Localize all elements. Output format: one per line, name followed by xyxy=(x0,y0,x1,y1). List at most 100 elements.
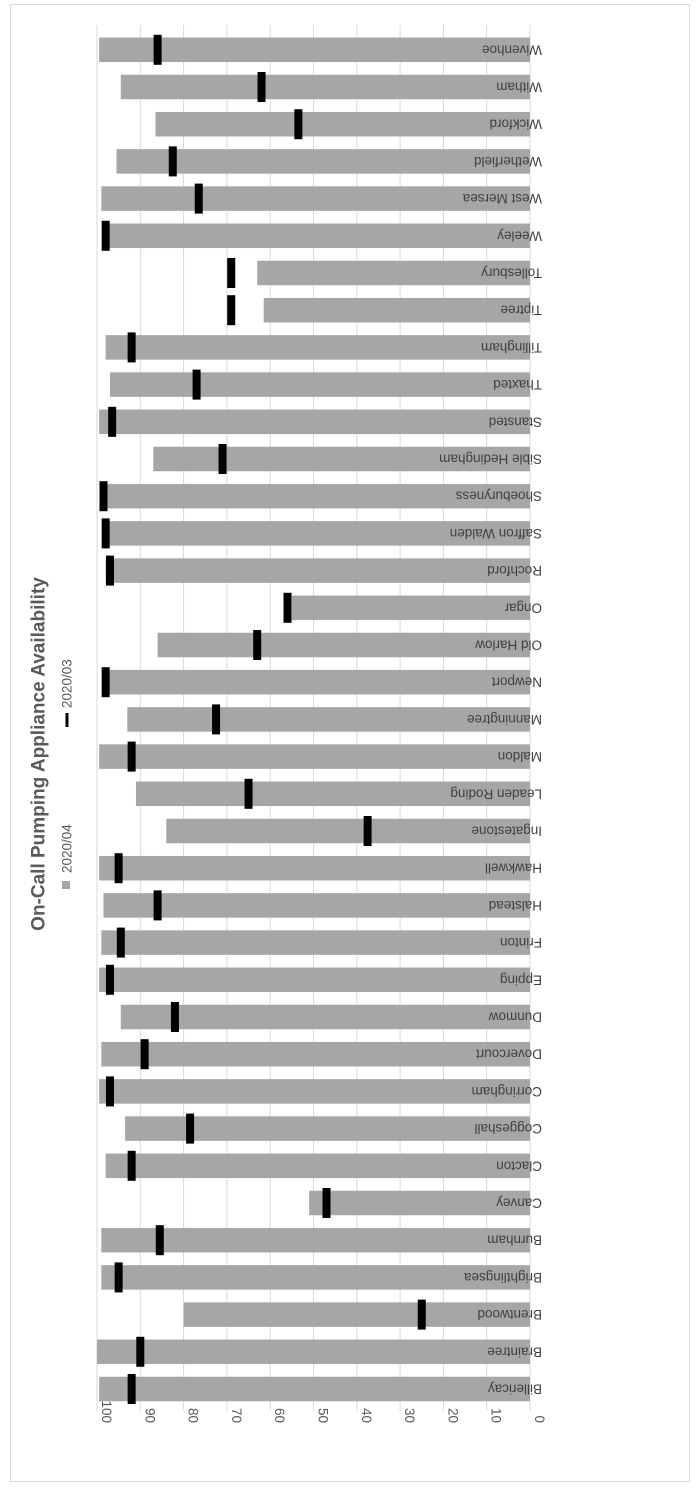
chart-frame: Billericay Braintree Brentwood Brightlingse… xyxy=(10,4,690,1482)
bar-2020-04 xyxy=(101,930,530,955)
bar-2020-04 xyxy=(101,1265,530,1290)
marker-2020-03 xyxy=(227,295,236,326)
marker-2020-03 xyxy=(99,481,108,512)
bar-2020-04 xyxy=(157,632,530,658)
marker-2020-03 xyxy=(101,220,110,251)
marker-2020-03 xyxy=(294,109,303,140)
marker-2020-03 xyxy=(136,1336,145,1367)
category-label: Burnham xyxy=(487,1233,542,1248)
marker-2020-03 xyxy=(105,1076,114,1107)
category-label: Canvey xyxy=(496,1196,542,1211)
marker-2020-03 xyxy=(218,444,227,474)
bar-2020-04 xyxy=(99,967,530,993)
tick-label: 50 xyxy=(316,1408,331,1423)
bar-2020-04 xyxy=(99,855,530,881)
bar-2020-04 xyxy=(183,1302,530,1327)
marker-2020-03 xyxy=(101,667,110,698)
bar-2020-04 xyxy=(109,372,531,397)
category-label: Manningtree xyxy=(467,712,542,727)
category-label: Wickford xyxy=(489,117,542,132)
bar-2020-04 xyxy=(103,483,531,509)
category-label: Rochford xyxy=(487,563,542,578)
category-label: Hawkwell xyxy=(485,861,542,876)
marker-2020-03 xyxy=(227,258,236,288)
category-label: Stansted xyxy=(489,414,542,429)
bar-2020-04 xyxy=(99,1079,530,1104)
category-label: Dovercourt xyxy=(476,1047,542,1062)
marker-2020-03 xyxy=(114,1262,123,1293)
bar-2020-04 xyxy=(120,74,530,100)
legend-swatch-2020-04 xyxy=(62,881,70,889)
tick-label: 40 xyxy=(359,1408,374,1423)
marker-2020-03 xyxy=(283,592,292,623)
category-label: Ingatestone xyxy=(471,824,542,839)
marker-2020-03 xyxy=(127,332,136,363)
category-label: Tiptree xyxy=(500,303,542,318)
category-label: Braintree xyxy=(487,1344,542,1359)
category-label: Dunmow xyxy=(488,1010,542,1025)
marker-2020-03 xyxy=(114,853,123,884)
category-label: Corringham xyxy=(471,1084,542,1099)
bar-2020-04 xyxy=(105,558,530,583)
tick-label: 10 xyxy=(489,1408,504,1423)
marker-2020-03 xyxy=(322,1188,331,1218)
marker-2020-03 xyxy=(170,1002,179,1032)
category-label: Witham xyxy=(496,80,542,95)
category-label: Weeley xyxy=(497,228,542,243)
category-label: Tollesbury xyxy=(481,266,542,281)
bar-2020-04 xyxy=(97,1339,530,1365)
legend-label-2020-04: 2020/04 xyxy=(60,824,75,873)
category-label: Leaden Roding xyxy=(450,786,542,801)
category-label: Epping xyxy=(500,972,542,987)
bar-2020-04 xyxy=(105,669,530,695)
marker-2020-03 xyxy=(192,369,201,400)
bar-2020-04 xyxy=(120,1004,530,1030)
category-label: Brightlingsea xyxy=(463,1270,542,1285)
bar-2020-04 xyxy=(99,409,530,435)
marker-2020-03 xyxy=(108,406,117,437)
marker-2020-03 xyxy=(105,555,114,586)
bar-2020-04 xyxy=(166,818,530,844)
bar-2020-04 xyxy=(99,744,530,769)
tick-label: 30 xyxy=(402,1408,417,1423)
marker-2020-03 xyxy=(212,704,221,735)
category-label: Wivenhoe xyxy=(482,42,542,57)
category-label: Tillingham xyxy=(481,340,542,355)
bar-2020-04 xyxy=(101,1227,530,1253)
category-label: Frinton xyxy=(500,935,542,950)
tick-label: 70 xyxy=(229,1408,244,1423)
bar-2020-04 xyxy=(116,149,531,174)
marker-2020-03 xyxy=(257,72,266,102)
bar-2020-04 xyxy=(105,335,530,360)
bar-2020-04 xyxy=(263,297,530,323)
category-label: Halstead xyxy=(489,898,542,913)
bar-2020-04 xyxy=(101,186,530,211)
marker-2020-03 xyxy=(194,183,203,214)
bar-2020-04 xyxy=(105,223,530,249)
marker-2020-03 xyxy=(105,964,114,995)
category-label: Ongar xyxy=(504,600,542,615)
marker-2020-03 xyxy=(155,1225,164,1256)
category-label: Old Harlow xyxy=(475,638,542,653)
tick-label: 90 xyxy=(142,1408,157,1423)
marker-2020-03 xyxy=(244,778,253,809)
bar-2020-04 xyxy=(291,595,530,621)
bar-2020-04 xyxy=(103,893,531,918)
category-label: Sible Hedingham xyxy=(439,452,542,467)
category-label: Brentwood xyxy=(477,1307,542,1322)
tick-label: 60 xyxy=(272,1408,287,1423)
category-label: Wetherfield xyxy=(474,154,542,169)
marker-2020-03 xyxy=(127,1150,136,1181)
tick-label: 0 xyxy=(532,1415,547,1423)
tick-label: 20 xyxy=(445,1408,460,1423)
tick-label: 80 xyxy=(186,1408,201,1423)
category-label: Coggeshall xyxy=(474,1121,542,1136)
bar-2020-04 xyxy=(105,1153,530,1179)
marker-2020-03 xyxy=(116,927,125,958)
bar-2020-04 xyxy=(125,1116,531,1141)
bar-2020-04 xyxy=(257,260,530,286)
category-label: West Mersea xyxy=(462,191,542,206)
bar-2020-04 xyxy=(155,111,530,137)
category-label: Shoeburyness xyxy=(455,489,542,504)
category-label: Saffron Walden xyxy=(450,526,542,541)
